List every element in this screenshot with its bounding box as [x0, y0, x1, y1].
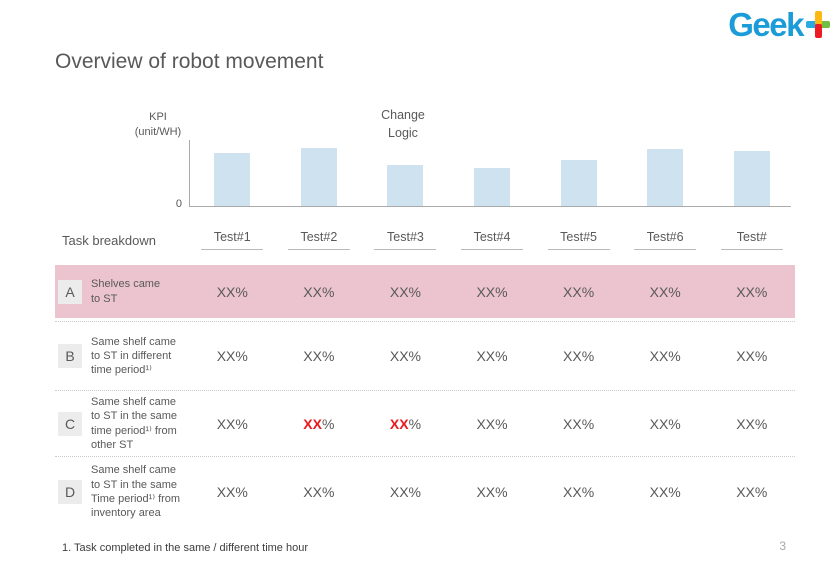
- value-cell: XX%: [563, 484, 595, 500]
- row-value-cells: XX% XX% XX% XX% XX% XX% XX%: [189, 484, 795, 500]
- row-label-cell: B Same shelf came to ST in different time…: [55, 335, 189, 378]
- column-header: Test#2: [276, 228, 363, 250]
- row-letter-badge: C: [58, 411, 82, 436]
- chart-bars: [189, 140, 795, 206]
- column-header-label: Test#: [720, 230, 783, 250]
- value-cell: XX%: [389, 484, 421, 500]
- page-number: 3: [779, 539, 786, 553]
- row-description: Shelves came to ST: [91, 278, 161, 305]
- value-cell: XX%: [563, 348, 595, 364]
- value-cell: XX%: [389, 283, 421, 300]
- row-value-cells: XX% XX% XX% XX% XX% XX% XX%: [189, 416, 795, 432]
- y-axis-label: KPI (unit/WH): [134, 111, 182, 138]
- value-cell: XX%: [476, 415, 508, 432]
- column-header-label: Test#5: [547, 230, 610, 250]
- plus-bottom-arm: [814, 24, 822, 38]
- table-row-A: A Shelves came to ST XX% XX% XX% XX% XX% XX% XX%: [55, 265, 795, 318]
- bar-Test#: [733, 151, 770, 206]
- table-body: A Shelves came to ST XX% XX% XX% XX% XX% XX% XX%…: [55, 265, 795, 527]
- plus-icon: [806, 11, 830, 38]
- bar-Test#1: [214, 153, 251, 206]
- value-cell: XX%: [389, 348, 421, 364]
- value-cell: XX%: [216, 283, 248, 300]
- value-cell: XX%: [476, 283, 508, 300]
- value-cell: XX%: [563, 415, 595, 432]
- bar-column: [449, 140, 536, 206]
- bar-column: [535, 140, 622, 206]
- value-cell: XX%: [389, 415, 422, 432]
- bar-column: [276, 140, 363, 206]
- table-header: Task breakdown Test#1 Test#2 Test#3 Test#4 T…: [55, 222, 795, 250]
- column-header: Test#4: [449, 228, 536, 250]
- bar-Test#6: [647, 149, 684, 206]
- column-header-label: Test#1: [201, 230, 264, 250]
- column-header: Test#3: [362, 228, 449, 250]
- row-label-cell: C Same shelf came to ST in the same time …: [55, 395, 189, 452]
- value-cell: XX%: [736, 415, 768, 432]
- row-description: Same shelf came to ST in the same Time p…: [91, 464, 181, 520]
- value-highlight-red: XX: [303, 415, 322, 432]
- bar-column: [708, 140, 795, 206]
- geekplus-logo: Geek: [728, 8, 830, 41]
- slide-title: Overview of robot movement: [55, 50, 324, 73]
- bar-Test#4: [474, 168, 511, 206]
- column-header-label: Test#2: [287, 230, 350, 250]
- table-row-B: B Same shelf came to ST in different time…: [55, 321, 795, 391]
- value-cell: XX%: [649, 484, 681, 500]
- table-row-D: D Same shelf came to ST in the same Time …: [55, 457, 795, 527]
- footnote: 1. Task completed in the same / differen…: [62, 542, 309, 554]
- column-header: Test#1: [189, 228, 276, 250]
- plus-top-arm: [814, 11, 822, 25]
- bar-column: [362, 140, 449, 206]
- bar-column: [622, 140, 709, 206]
- value-cell: XX%: [563, 283, 595, 300]
- value-highlight-red: XX: [389, 415, 409, 432]
- value-cell: XX%: [216, 415, 248, 432]
- value-cell: XX%: [649, 415, 681, 432]
- column-header-label: Test#4: [461, 230, 524, 250]
- x-axis-line: [189, 206, 791, 207]
- row-description: Same shelf came to ST in different time …: [91, 335, 176, 377]
- table-row-C: C Same shelf came to ST in the same time …: [55, 391, 795, 457]
- column-header: Test#5: [535, 228, 622, 250]
- value-cell: XX%: [649, 348, 681, 364]
- column-header-label: Test#6: [634, 230, 697, 250]
- row-value-cells: XX% XX% XX% XX% XX% XX% XX%: [189, 348, 795, 364]
- y-axis-zero-tick: 0: [175, 198, 182, 210]
- plus-right-arm: [817, 21, 830, 28]
- row-description: Same shelf came to ST in the same time p…: [91, 395, 178, 451]
- row-value-cells: XX% XX% XX% XX% XX% XX% XX%: [189, 284, 795, 300]
- row-letter-badge: B: [58, 343, 82, 368]
- value-cell: XX%: [476, 348, 508, 364]
- row-letter-badge: A: [58, 279, 82, 304]
- value-cell: XX%: [736, 348, 768, 364]
- value-cell: XX%: [303, 484, 335, 500]
- value-cell: XX%: [216, 348, 248, 364]
- value-cell: XX%: [216, 484, 248, 500]
- value-cell: XX%: [476, 484, 508, 500]
- column-header: Test#6: [622, 228, 709, 250]
- test-column-headers: Test#1 Test#2 Test#3 Test#4 Test#5 Test#6 Test…: [189, 222, 795, 250]
- logo-text: Geek: [728, 6, 804, 43]
- chart-annotation: Change Logic: [381, 108, 425, 141]
- value-cell: XX%: [303, 348, 335, 364]
- plus-left-arm: [806, 21, 819, 28]
- row-letter-badge: D: [58, 480, 82, 504]
- bar-Test#3: [387, 165, 424, 206]
- value-cell: XX%: [649, 283, 681, 300]
- row-label-cell: D Same shelf came to ST in the same Time …: [55, 463, 189, 520]
- bar-Test#5: [560, 159, 597, 206]
- value-cell: XX%: [303, 415, 335, 432]
- y-axis-line: [189, 140, 190, 206]
- value-cell: XX%: [303, 283, 335, 300]
- value-cell: XX%: [736, 484, 768, 500]
- bar-Test#2: [300, 147, 337, 206]
- column-header: Test#: [708, 228, 795, 250]
- task-breakdown-label: Task breakdown: [62, 233, 156, 248]
- bar-column: [189, 140, 276, 206]
- row-label-cell: A Shelves came to ST: [55, 277, 189, 306]
- value-cell: XX%: [736, 283, 768, 300]
- column-header-label: Test#3: [374, 230, 437, 250]
